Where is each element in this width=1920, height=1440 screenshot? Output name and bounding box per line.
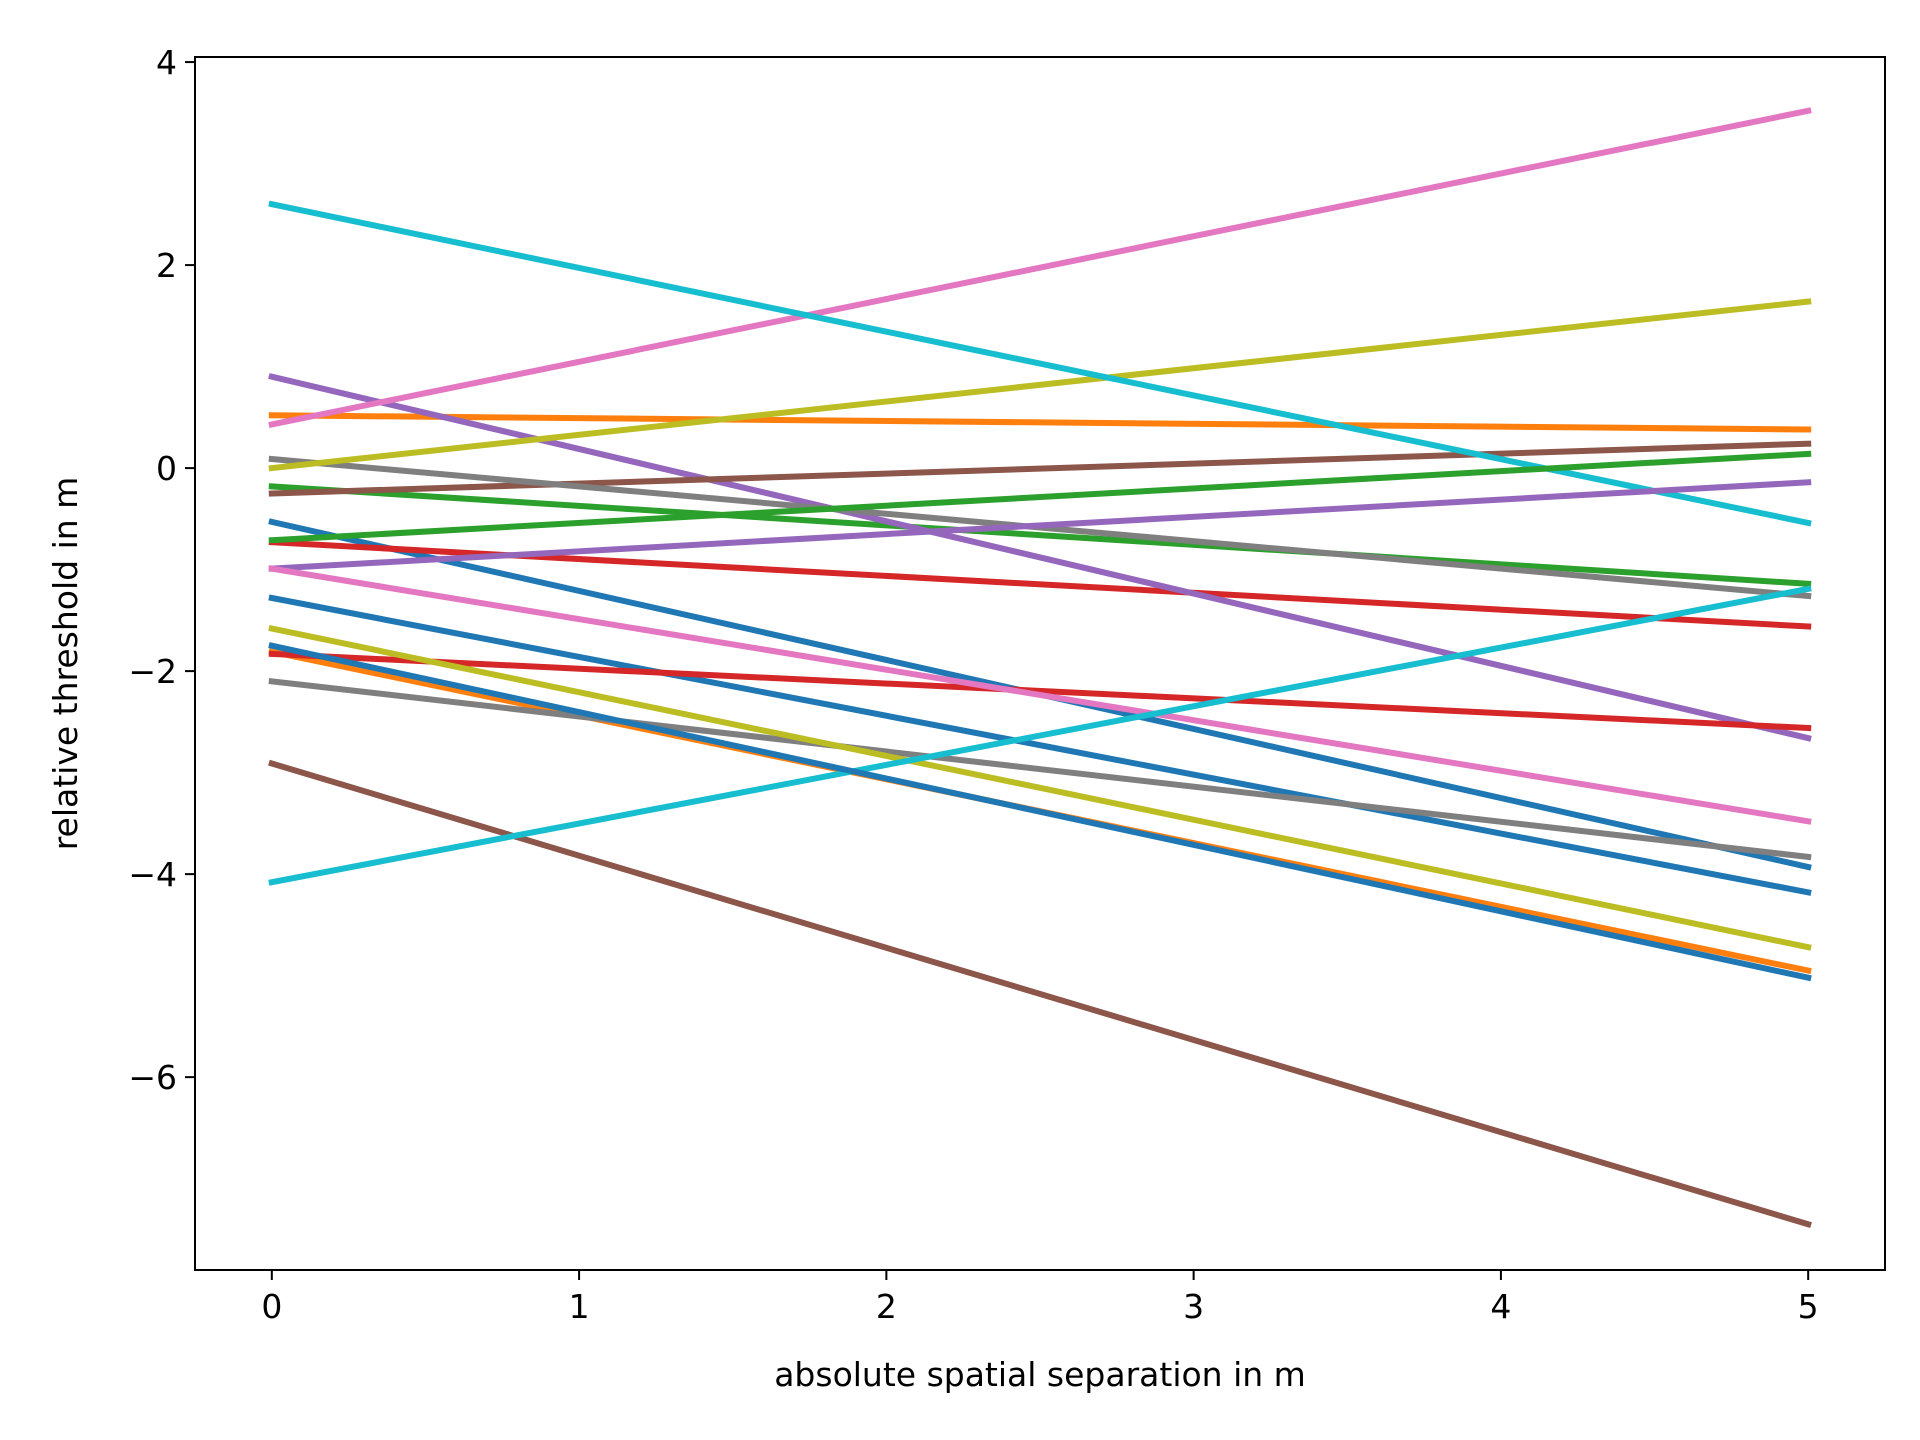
series-line-5 [268,373,1812,742]
plot-frame [194,56,1886,1271]
x-tick-label: 4 [1490,1287,1511,1326]
series-line-13 [268,450,1812,544]
y-tick-label: 4 [156,43,177,82]
series-line-19 [268,624,1812,951]
x-tick-label: 2 [876,1287,897,1326]
series-line-16 [268,759,1812,1229]
series-line-2 [268,412,1812,433]
series-line-11 [268,594,1812,896]
series-line-21 [268,642,1812,982]
series-line-15 [268,479,1812,572]
y-tick-label: 2 [156,246,177,285]
y-axis: −6 −4 −2 0 2 4 [128,43,195,1097]
series-line-14 [268,650,1812,732]
y-axis-label: relative threshold in m [46,477,85,851]
x-tick-label: 1 [569,1287,590,1326]
series-line-3 [268,483,1812,587]
series-line-18 [268,677,1812,861]
y-tick-label: −6 [128,1058,177,1097]
series-layer [268,107,1812,1229]
series-line-6 [268,440,1812,497]
x-tick-label: 0 [261,1287,282,1326]
x-axis: 0 1 2 3 4 5 [261,1270,1819,1326]
x-axis-label: absolute spatial separation in m [774,1355,1306,1394]
series-line-10 [268,200,1812,527]
series-line-17 [268,565,1812,825]
series-line-20 [268,585,1812,886]
y-tick-label: −4 [128,855,177,894]
y-tick-label: −2 [128,652,177,691]
series-line-9 [268,298,1812,472]
series-line-7 [268,107,1812,429]
x-tick-label: 3 [1183,1287,1204,1326]
y-tick-label: 0 [156,449,177,488]
x-tick-label: 5 [1798,1287,1819,1326]
